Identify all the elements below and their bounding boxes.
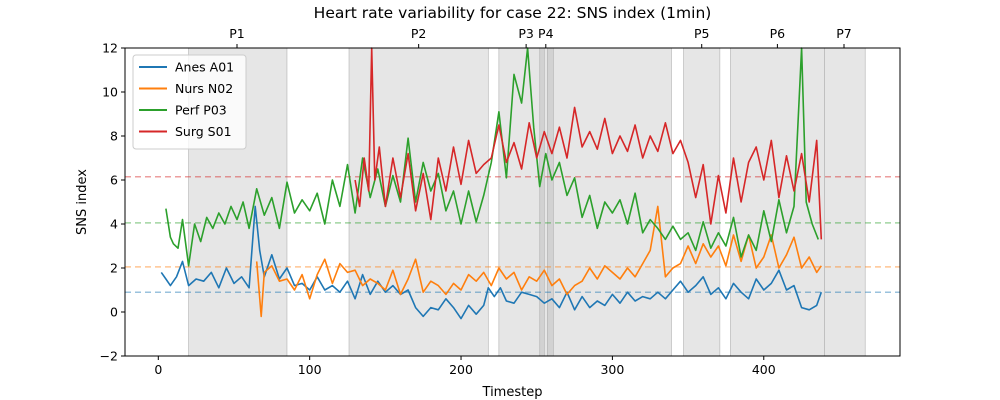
y-axis-label: SNS index (75, 169, 90, 235)
phase-label-p1: P1 (229, 26, 245, 41)
phase-bands (188, 48, 866, 356)
x-axis-label: Timestep (482, 385, 543, 400)
series-line-anes-a01 (160, 205, 823, 320)
legend-label: Perf P03 (175, 103, 227, 118)
phase-label-p4: P4 (538, 26, 554, 41)
x-ticks: 0 100 200 300 400 (154, 356, 776, 377)
x-tick-label: 0 (154, 362, 162, 377)
phase-band-p4 (539, 48, 554, 356)
series-line-surg-s01 (354, 47, 823, 240)
y-tick-label: 10 (102, 85, 118, 100)
y-tick-label: 8 (110, 129, 118, 144)
legend-label: Anes A01 (175, 60, 234, 75)
y-tick-label: 6 (110, 173, 118, 188)
phase-label-p6: P6 (770, 26, 786, 41)
series-line-nurs-n02 (255, 205, 822, 318)
legend-label: Surg S01 (175, 124, 232, 139)
y-tick-label: 2 (110, 261, 118, 276)
phase-label-p3: P3 (518, 26, 534, 41)
legend-label: Nurs N02 (175, 81, 233, 96)
plot-frame (124, 47, 901, 357)
x-tick-label: 200 (449, 362, 473, 377)
series-line-perf-p03 (165, 47, 820, 267)
y-tick-label: 0 (110, 305, 118, 320)
y-tick-label: 4 (110, 217, 118, 232)
phase-label-p7: P7 (836, 26, 852, 41)
phase-label-p5: P5 (694, 26, 710, 41)
phase-labels: P1 P2 P3 P4 P5 P6 P7 (229, 26, 852, 48)
phase-band-p2 (349, 48, 489, 356)
phase-band-p7 (824, 48, 866, 356)
y-ticks: −2 0 2 4 6 8 10 12 (100, 41, 125, 364)
y-tick-label: 12 (102, 41, 118, 56)
phase-label-p2: P2 (411, 26, 427, 41)
phase-band-p3 (498, 48, 545, 356)
y-tick-label: −2 (100, 349, 118, 364)
mean-lines (125, 175, 900, 293)
phase-band-p4 (547, 48, 672, 356)
x-tick-label: 400 (752, 362, 776, 377)
legend-box (132, 54, 247, 150)
legend: Anes A01 Nurs N02 Perf P03 Surg S01 (132, 54, 247, 150)
series-lines (160, 47, 823, 320)
x-tick-label: 100 (298, 362, 322, 377)
x-tick-label: 300 (600, 362, 624, 377)
chart-title: Heart rate variability for case 22: SNS … (314, 4, 712, 22)
